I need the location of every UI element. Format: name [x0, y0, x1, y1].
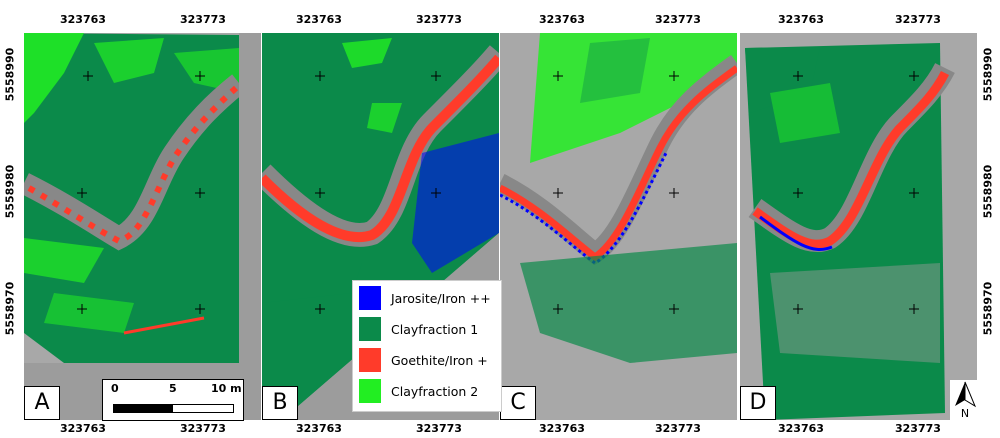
- panel-label: C: [500, 386, 536, 420]
- x-coord-label: 323773: [180, 422, 226, 435]
- legend-label: Clayfraction 1: [391, 321, 479, 337]
- y-coord-label: 5558970: [981, 281, 995, 336]
- legend-label: Goethite/Iron +: [391, 352, 488, 368]
- y-coord-label: 5558970: [3, 281, 17, 336]
- x-coord-label: 323773: [655, 422, 701, 435]
- legend-swatch: [359, 348, 381, 372]
- x-coord-label: 323763: [60, 422, 106, 435]
- x-coord-label: 323763: [60, 13, 106, 26]
- x-coord-label: 323773: [180, 13, 226, 26]
- legend-swatch: [359, 286, 381, 310]
- north-label: N: [960, 407, 970, 420]
- panel-label: D: [740, 386, 776, 420]
- x-coord-label: 323773: [655, 13, 701, 26]
- panel-label: A: [24, 386, 60, 420]
- scale-tick-label: 10 m: [211, 382, 242, 395]
- map-image: [740, 33, 977, 420]
- scale-tick-label: 5: [169, 382, 177, 395]
- legend-swatch: [359, 317, 381, 341]
- legend-label: Jarosite/Iron ++: [391, 290, 491, 306]
- scale-bar: 0 5 10 m: [102, 379, 244, 421]
- scale-segment-black: [113, 404, 173, 413]
- x-coord-label: 323763: [296, 422, 342, 435]
- x-coord-label: 323773: [895, 422, 941, 435]
- x-coord-label: 323773: [895, 13, 941, 26]
- map-panel-a: A: [24, 33, 261, 420]
- x-coord-label: 323763: [539, 422, 585, 435]
- x-coord-label: 323763: [296, 13, 342, 26]
- legend-item: Clayfraction 2: [359, 378, 478, 404]
- legend-item: Goethite/Iron +: [359, 347, 488, 373]
- y-coord-label: 5558980: [3, 164, 17, 219]
- x-coord-label: 323763: [539, 13, 585, 26]
- x-coord-label: 323773: [416, 13, 462, 26]
- map-panel-c: C: [500, 33, 737, 420]
- legend-item: Clayfraction 1: [359, 316, 478, 342]
- legend-item: Jarosite/Iron ++: [359, 285, 491, 311]
- map-panel-d: D: [740, 33, 977, 420]
- x-coord-label: 323763: [778, 422, 824, 435]
- north-arrow-icon: [955, 381, 977, 408]
- north-arrow: N: [950, 380, 980, 422]
- x-coord-label: 323773: [416, 422, 462, 435]
- x-coord-label: 323763: [778, 13, 824, 26]
- panel-label: B: [262, 386, 298, 420]
- legend: Jarosite/Iron ++ Clayfraction 1 Goethite…: [352, 280, 502, 412]
- map-image: [500, 33, 737, 420]
- legend-swatch: [359, 379, 381, 403]
- scale-tick-label: 0: [111, 382, 119, 395]
- y-coord-label: 5558990: [3, 47, 17, 102]
- y-coord-label: 5558990: [981, 47, 995, 102]
- y-coord-label: 5558980: [981, 164, 995, 219]
- scale-segment-white: [172, 404, 234, 413]
- legend-label: Clayfraction 2: [391, 383, 479, 399]
- map-image: [24, 33, 261, 420]
